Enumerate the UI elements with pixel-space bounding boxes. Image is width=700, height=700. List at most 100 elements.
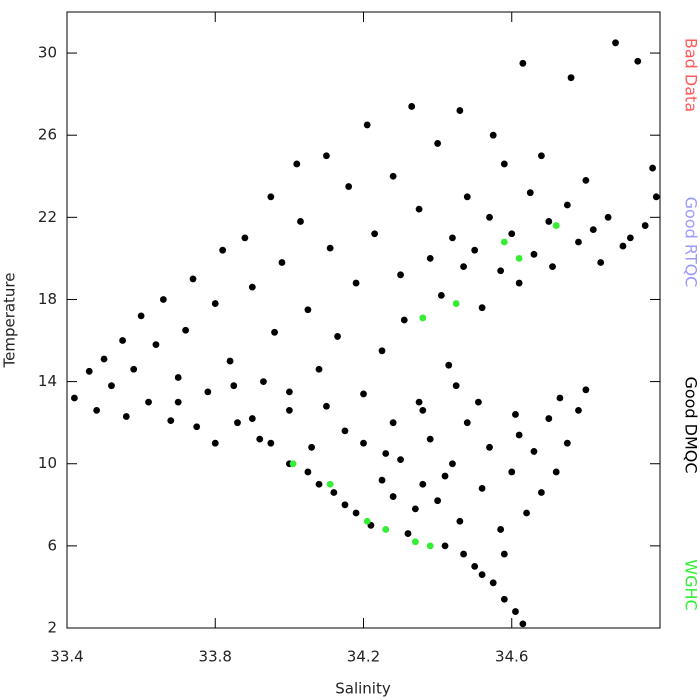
data-point [93,406,101,414]
data-point [515,279,523,287]
data-point [597,259,605,266]
data-point [538,489,545,496]
y-axis-label: Temperature [1,272,19,368]
data-point [456,107,464,114]
data-point [567,74,575,82]
data-point [449,234,456,242]
data-point [326,480,334,488]
data-point [478,571,486,579]
data-point [652,193,660,201]
data-point [500,238,508,246]
legend-label: Good DMQC [682,376,700,473]
data-point [293,160,301,168]
data-point [234,419,241,427]
data-point [552,222,560,229]
data-point [452,300,460,307]
plot-frame [66,11,661,629]
data-point [363,121,371,129]
data-point [267,193,275,201]
data-point [441,542,449,550]
data-point [486,213,493,221]
data-point [460,550,467,558]
data-point [552,468,560,476]
data-point [382,526,390,533]
data-point [641,222,649,229]
data-point [378,347,386,355]
y-tick-label: 14 [38,372,57,390]
data-point [478,304,486,312]
data-point [256,435,264,443]
data-point [634,57,642,65]
data-point [271,328,278,336]
data-point [285,388,293,396]
data-point [434,140,442,147]
data-point [345,183,353,190]
data-point [326,244,334,252]
data-point [323,152,330,160]
data-point [352,509,360,517]
data-point [563,201,571,209]
data-point [508,230,516,238]
data-point [500,550,508,558]
data-point [452,382,460,390]
data-point [419,480,427,488]
data-point [508,468,516,476]
data-point [474,398,482,406]
data-point [304,306,312,314]
data-point [486,443,493,451]
data-point [371,230,379,238]
data-point [389,419,397,427]
data-point [445,361,453,369]
data-point [226,357,234,365]
data-point [241,234,249,242]
legend-label: Good RTQC [682,197,700,288]
data-point [211,300,219,307]
data-point [119,337,126,344]
data-point [389,172,397,180]
data-point [556,394,564,402]
x-tick-label: 34.2 [347,648,380,666]
data-point [260,378,267,385]
data-point [530,250,538,258]
data-point [267,439,275,447]
y-tick-label: 18 [38,290,57,308]
data-point [341,427,349,435]
data-point [497,267,505,275]
data-point [426,542,434,550]
data-point [219,246,227,254]
data-point [500,595,508,603]
y-tick-label: 2 [47,619,57,637]
data-point [278,259,286,266]
data-point [378,476,386,484]
data-point [167,417,175,425]
data-point [411,538,419,546]
data-point [189,275,197,283]
data-point [426,255,434,262]
data-point [159,296,167,303]
data-point [85,367,93,375]
data-point [341,501,349,509]
data-point [471,563,479,570]
data-point [526,189,534,197]
data-point [523,509,530,517]
data-point [626,234,634,242]
data-point [512,411,519,418]
data-point [352,279,360,287]
data-point [360,439,367,447]
data-point [604,213,612,221]
data-point [308,443,316,451]
data-point [519,620,527,628]
data-point [489,131,497,139]
data-point [471,246,479,254]
data-point [582,386,590,394]
data-point [248,415,256,422]
legend-label: Bad Data [682,38,700,112]
data-point [334,333,341,340]
data-point [71,394,78,402]
data-point [397,271,404,279]
data-point [575,406,582,414]
data-point [549,263,556,271]
data-point [404,530,412,537]
data-point [449,460,456,468]
